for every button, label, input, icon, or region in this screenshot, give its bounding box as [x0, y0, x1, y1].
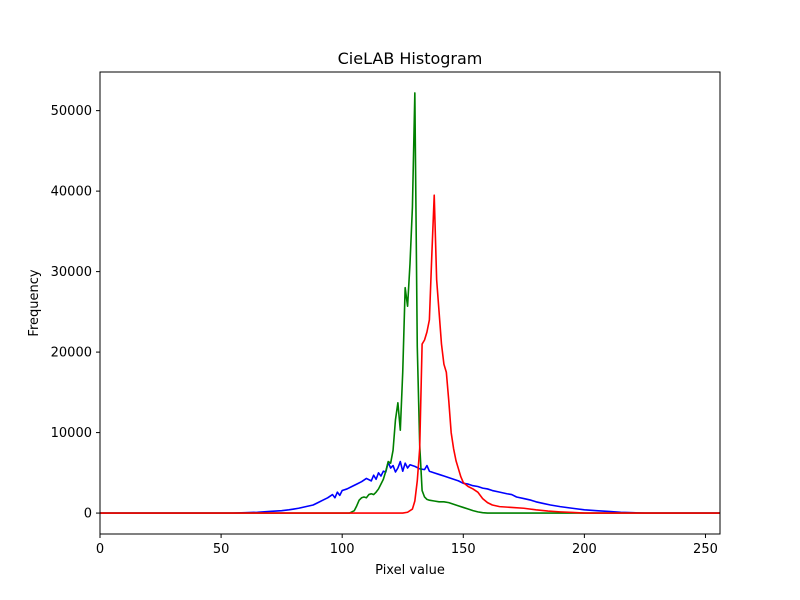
- x-axis-label: Pixel value: [375, 563, 445, 578]
- x-tick-label: 250: [693, 542, 718, 557]
- axes-layer: 0 50 100 150 200 250 0 10000 20000 30000 40000 5000…: [51, 104, 718, 557]
- y-tick-label: 30000: [51, 265, 92, 280]
- y-tick-label: 0: [84, 507, 92, 522]
- chart-title: CieLAB Histogram: [338, 49, 483, 68]
- x-tick-label: 100: [330, 542, 355, 557]
- y-axis-label: Frequency: [27, 269, 42, 336]
- y-tick-label: 50000: [51, 104, 92, 119]
- y-tick-label: 40000: [51, 185, 92, 200]
- x-tick-label: 0: [96, 542, 104, 557]
- series-line-0: [100, 460, 720, 514]
- x-tick-label: 200: [572, 542, 597, 557]
- series-line-2: [100, 194, 720, 514]
- series-layer: [100, 92, 720, 514]
- y-tick-label: 20000: [51, 346, 92, 361]
- y-tick-label: 10000: [51, 426, 92, 441]
- series-line-1: [100, 92, 720, 514]
- x-tick-label: 50: [213, 542, 230, 557]
- x-tick-label: 150: [451, 542, 476, 557]
- plot-frame: [99, 71, 721, 535]
